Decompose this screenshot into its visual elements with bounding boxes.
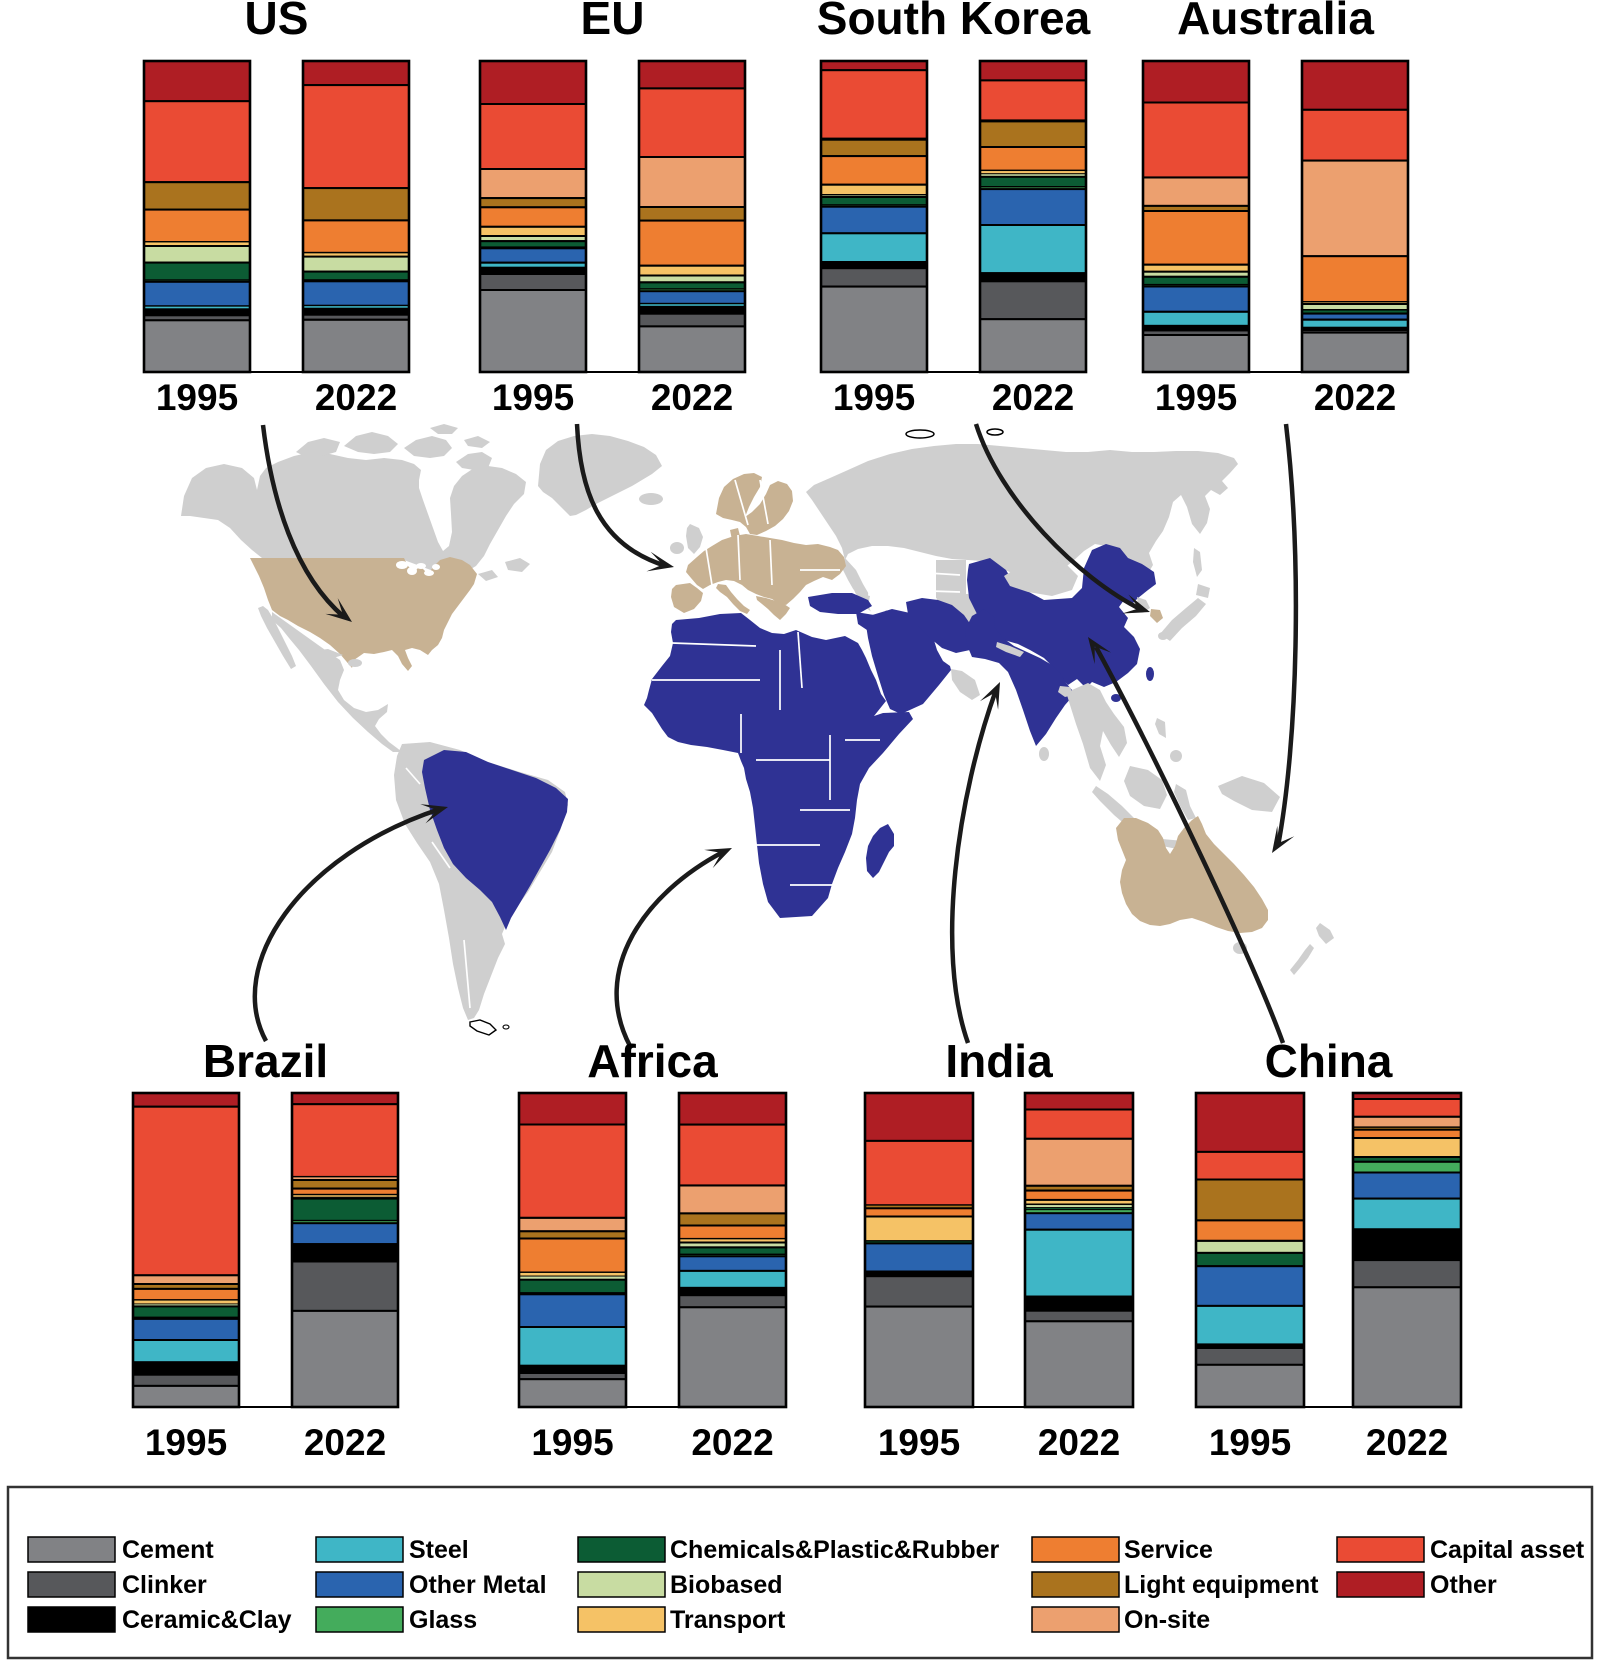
- svg-text:Ceramic&Clay: Ceramic&Clay: [122, 1606, 292, 1634]
- svg-text:2022: 2022: [1366, 1422, 1448, 1463]
- svg-text:Capital asset: Capital asset: [1430, 1536, 1585, 1564]
- svg-text:China: China: [1265, 1035, 1393, 1087]
- svg-text:1995: 1995: [156, 377, 238, 418]
- svg-text:Australia: Australia: [1177, 0, 1374, 44]
- svg-text:2022: 2022: [651, 377, 733, 418]
- svg-text:Steel: Steel: [409, 1536, 469, 1564]
- svg-text:South Korea: South Korea: [817, 0, 1091, 44]
- svg-text:1995: 1995: [1155, 377, 1237, 418]
- svg-text:1995: 1995: [1209, 1422, 1291, 1463]
- svg-text:2022: 2022: [992, 377, 1074, 418]
- svg-text:Africa: Africa: [587, 1035, 718, 1087]
- svg-text:2022: 2022: [304, 1422, 386, 1463]
- svg-text:1995: 1995: [145, 1422, 227, 1463]
- svg-text:Service: Service: [1124, 1536, 1213, 1564]
- svg-text:1995: 1995: [833, 377, 915, 418]
- svg-text:Transport: Transport: [670, 1606, 786, 1634]
- svg-text:2022: 2022: [691, 1422, 773, 1463]
- svg-text:2022: 2022: [1038, 1422, 1120, 1463]
- svg-text:Biobased: Biobased: [670, 1571, 783, 1599]
- svg-text:Other: Other: [1430, 1571, 1497, 1599]
- svg-text:Chemicals&Plastic&Rubber: Chemicals&Plastic&Rubber: [670, 1536, 1000, 1564]
- svg-text:Clinker: Clinker: [122, 1571, 207, 1599]
- svg-text:2022: 2022: [315, 377, 397, 418]
- svg-text:On-site: On-site: [1124, 1606, 1210, 1634]
- svg-text:1995: 1995: [492, 377, 574, 418]
- svg-text:US: US: [245, 0, 309, 44]
- svg-text:India: India: [945, 1035, 1053, 1087]
- svg-text:1995: 1995: [878, 1422, 960, 1463]
- svg-text:Brazil: Brazil: [203, 1035, 328, 1087]
- svg-text:Glass: Glass: [409, 1606, 477, 1634]
- svg-text:Light equipment: Light equipment: [1124, 1571, 1319, 1599]
- svg-text:Other Metal: Other Metal: [409, 1571, 547, 1599]
- svg-text:Cement: Cement: [122, 1536, 214, 1564]
- svg-text:1995: 1995: [531, 1422, 613, 1463]
- svg-text:2022: 2022: [1314, 377, 1396, 418]
- svg-text:EU: EU: [581, 0, 645, 44]
